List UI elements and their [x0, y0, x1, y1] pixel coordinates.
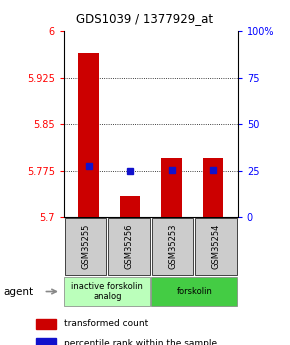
Text: transformed count: transformed count [64, 319, 148, 328]
Text: agent: agent [3, 287, 33, 296]
Text: GDS1039 / 1377929_at: GDS1039 / 1377929_at [77, 12, 213, 25]
Bar [203, 158, 223, 217]
Bar [64, 277, 151, 306]
Bar [120, 196, 140, 217]
Bar [152, 218, 193, 275]
Bar [78, 53, 99, 217]
Bar [161, 158, 182, 217]
Bar [151, 277, 238, 306]
Bar [36, 338, 56, 345]
Text: inactive forskolin
analog: inactive forskolin analog [71, 282, 143, 301]
Text: GSM35253: GSM35253 [168, 224, 177, 269]
Bar [65, 218, 106, 275]
Bar [195, 218, 237, 275]
Text: GSM35256: GSM35256 [124, 224, 134, 269]
Text: GSM35255: GSM35255 [81, 224, 90, 269]
Bar [36, 319, 56, 329]
Text: percentile rank within the sample: percentile rank within the sample [64, 339, 217, 345]
Text: forskolin: forskolin [176, 287, 212, 296]
Text: GSM35254: GSM35254 [211, 224, 221, 269]
Bar [108, 218, 150, 275]
